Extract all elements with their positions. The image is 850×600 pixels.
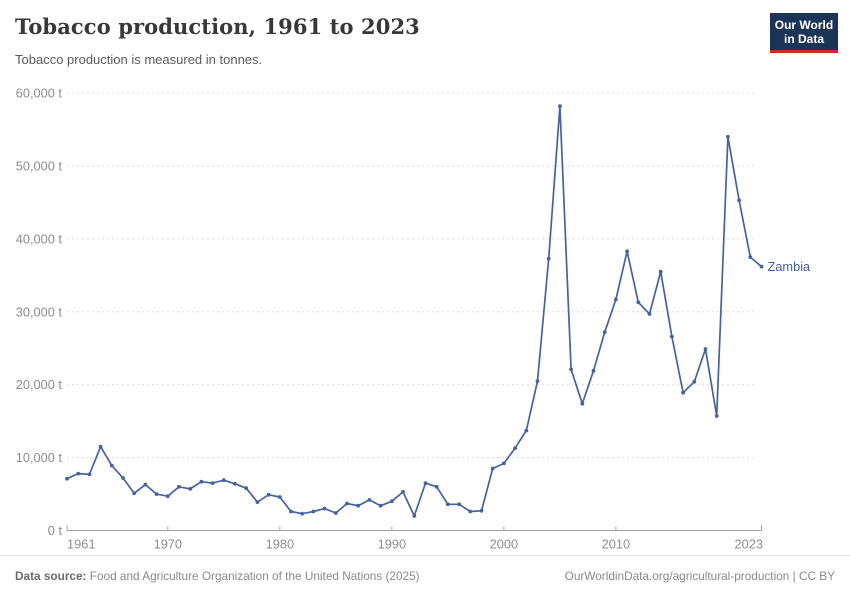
- y-tick-label: 50,000 t: [16, 159, 63, 174]
- data-point-marker: [221, 478, 226, 483]
- data-source: Data source: Food and Agriculture Organi…: [15, 569, 420, 583]
- data-point-marker: [580, 401, 585, 406]
- data-point-marker: [65, 476, 69, 481]
- data-point-marker: [300, 511, 305, 516]
- data-point-marker: [378, 503, 383, 508]
- data-point-marker: [210, 481, 215, 485]
- data-point-marker: [647, 312, 652, 316]
- data-point-marker: [255, 500, 260, 504]
- data-point-marker: [468, 509, 473, 514]
- data-point-marker: [188, 487, 193, 491]
- data-point-marker: [423, 481, 428, 485]
- data-point-marker: [748, 255, 753, 259]
- x-tick-label: 2010: [602, 537, 630, 552]
- data-point-marker: [602, 330, 607, 335]
- x-tick-label: 1970: [154, 537, 182, 552]
- data-point-marker: [658, 269, 663, 274]
- data-point-marker: [625, 249, 629, 254]
- x-tick-label: 2023: [735, 537, 763, 552]
- data-point-marker: [345, 501, 349, 506]
- y-tick-label: 0 t: [48, 523, 63, 538]
- data-point-marker: [479, 508, 484, 513]
- chart-footer: Data source: Food and Agriculture Organi…: [0, 555, 850, 600]
- data-point-marker: [322, 506, 327, 511]
- data-point-marker: [311, 509, 316, 514]
- data-source-label: Data source:: [15, 569, 87, 583]
- data-point-marker: [143, 482, 148, 487]
- data-point-marker: [356, 503, 361, 508]
- data-point-marker: [199, 479, 204, 484]
- owid-logo-line1: Our World: [774, 18, 834, 32]
- data-point-marker: [726, 134, 730, 139]
- data-point-marker: [558, 104, 562, 109]
- data-point-marker: [244, 486, 249, 491]
- data-point-marker: [389, 499, 394, 504]
- y-tick-label: 60,000 t: [16, 86, 63, 101]
- data-point-marker: [546, 256, 551, 261]
- y-tick-label: 10,000 t: [16, 450, 63, 465]
- series-end-label[interactable]: Zambia: [768, 259, 812, 274]
- data-point-marker: [333, 511, 338, 515]
- data-point-marker: [714, 414, 719, 418]
- data-point-marker: [98, 444, 103, 449]
- y-tick-label: 20,000 t: [16, 377, 63, 392]
- data-point-marker: [132, 491, 137, 496]
- data-point-marker: [535, 379, 540, 383]
- page-title: Tobacco production, 1961 to 2023: [15, 14, 420, 39]
- data-point-marker: [692, 379, 697, 384]
- data-point-marker: [177, 484, 181, 489]
- data-point-marker: [591, 368, 596, 373]
- owid-link[interactable]: OurWorldinData.org/agricultural-producti…: [564, 569, 835, 583]
- data-source-text: Food and Agriculture Organization of the…: [86, 569, 420, 583]
- owid-logo-line2: in Data: [783, 32, 824, 46]
- data-point-marker: [513, 446, 517, 450]
- data-point-marker: [636, 300, 641, 305]
- data-point-marker: [401, 490, 405, 494]
- chart-subtitle: Tobacco production is measured in tonnes…: [15, 52, 263, 67]
- data-point-marker: [524, 428, 529, 433]
- data-point-marker: [569, 367, 573, 372]
- data-point-marker: [446, 502, 450, 507]
- data-point-marker: [490, 466, 495, 471]
- data-point-marker: [277, 495, 282, 499]
- data-point-marker: [154, 492, 159, 496]
- data-point-marker: [109, 463, 114, 468]
- data-point-marker: [76, 471, 81, 476]
- data-point-marker: [681, 390, 685, 395]
- x-tick-label: 1961: [67, 537, 95, 552]
- data-point-marker: [412, 514, 417, 518]
- chart-canvas: 0 t 10,000 t 20,000 t 30,000 t 40,000 t 50,00…: [16, 86, 812, 552]
- data-point-marker: [121, 476, 125, 480]
- data-point-marker: [233, 481, 237, 486]
- data-point-marker: [266, 492, 271, 497]
- data-point-marker: [759, 264, 764, 269]
- x-tick-label: 1990: [378, 537, 406, 552]
- series-line: [66, 105, 763, 517]
- data-point-marker: [502, 461, 506, 466]
- data-point-marker: [367, 498, 372, 502]
- data-point-marker: [457, 502, 461, 507]
- data-point-marker: [289, 509, 293, 514]
- owid-logo[interactable]: Our World in Data: [770, 13, 838, 53]
- data-point-marker: [737, 198, 741, 203]
- data-point-marker: [614, 297, 618, 302]
- data-point-marker: [703, 347, 708, 351]
- data-point-marker: [165, 494, 170, 499]
- x-tick-label: 2000: [490, 537, 518, 552]
- data-point-marker: [87, 472, 92, 477]
- data-point-marker: [670, 334, 674, 339]
- y-tick-label: 40,000 t: [16, 231, 63, 246]
- x-tick-label: 1980: [266, 537, 294, 552]
- data-point-marker: [434, 484, 439, 489]
- y-tick-label: 30,000 t: [16, 304, 63, 319]
